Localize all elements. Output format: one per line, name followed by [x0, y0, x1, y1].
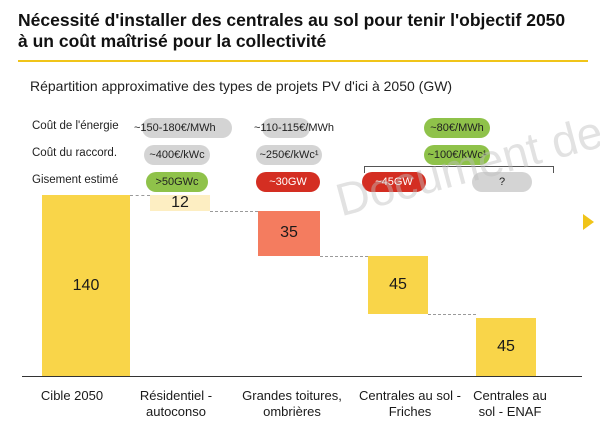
pill-gisement-toitures: ~30GW	[256, 172, 320, 192]
row-label-cout-energie: Coût de l'énergie	[32, 120, 119, 132]
bar-3: 35	[258, 210, 320, 256]
raccord-centrales-value: ~100€/kWc¹	[427, 149, 487, 161]
bar-connector	[320, 255, 368, 257]
gisement-friches-value: ~45GW	[375, 176, 413, 188]
bar-2: 12	[150, 193, 210, 211]
energie-centrales-value: ~80€/MWh	[430, 122, 484, 134]
bar-1: 140	[42, 195, 130, 376]
energie-residentiel-value: ~150-180€/MWh	[134, 122, 216, 134]
chart-title: Répartition approximative des types de p…	[30, 78, 453, 94]
title-rule	[18, 60, 588, 62]
pill-energie-toitures	[262, 118, 310, 138]
pill-gisement-enaf: ?	[472, 172, 532, 192]
bar-5: 45	[476, 317, 536, 376]
pill-raccord-toitures: ~250€/kWc¹	[256, 145, 322, 165]
pill-gisement-friches: ~45GW	[362, 172, 426, 192]
pill-raccord-residentiel: ~400€/kWc	[144, 145, 210, 165]
category-label-cible: Cible 2050	[40, 388, 104, 403]
category-label-friches: Centrales au sol - Friches	[359, 388, 461, 419]
row-label-gisement: Gisement estimé	[32, 174, 119, 186]
gisement-enaf-value: ?	[498, 176, 506, 188]
pill-raccord-centrales: ~100€/kWc¹	[424, 145, 490, 165]
category-label-residentiel: Résidentiel - autoconso	[139, 388, 213, 419]
row-label-cout-raccord: Coût du raccord.	[32, 147, 118, 159]
gisement-residentiel-value: >50GWc	[155, 176, 199, 188]
bar-connector	[210, 210, 258, 212]
bar-value-label: 35	[280, 224, 298, 242]
pill-gisement-residentiel: >50GWc	[146, 172, 208, 192]
category-label-enaf: Centrales au sol - ENAF	[473, 388, 547, 419]
bar-value-label: 12	[171, 193, 189, 211]
gisement-toitures-value: ~30GW	[269, 176, 307, 188]
bar-value-label: 45	[389, 275, 407, 293]
bar-value-label: 45	[497, 337, 515, 355]
raccord-residentiel-value: ~400€/kWc	[149, 149, 205, 161]
next-arrow-icon	[583, 214, 594, 230]
energie-toitures-value: ~110-115€/MWh	[254, 122, 334, 134]
pill-energie-centrales: ~80€/MWh	[424, 118, 490, 138]
bar-4: 45	[368, 255, 428, 314]
bar-connector	[130, 195, 150, 196]
raccord-toitures-value: ~250€/kWc¹	[259, 149, 319, 161]
centrales-bracket	[364, 166, 554, 173]
category-label-toitures: Grandes toitures, ombrières	[242, 388, 342, 419]
pill-energie-residentiel	[142, 118, 232, 138]
bar-value-label: 140	[72, 276, 100, 294]
page-title: Nécessité d'installer des centrales au s…	[18, 10, 566, 51]
x-axis	[22, 376, 582, 377]
bar-connector	[428, 313, 476, 315]
